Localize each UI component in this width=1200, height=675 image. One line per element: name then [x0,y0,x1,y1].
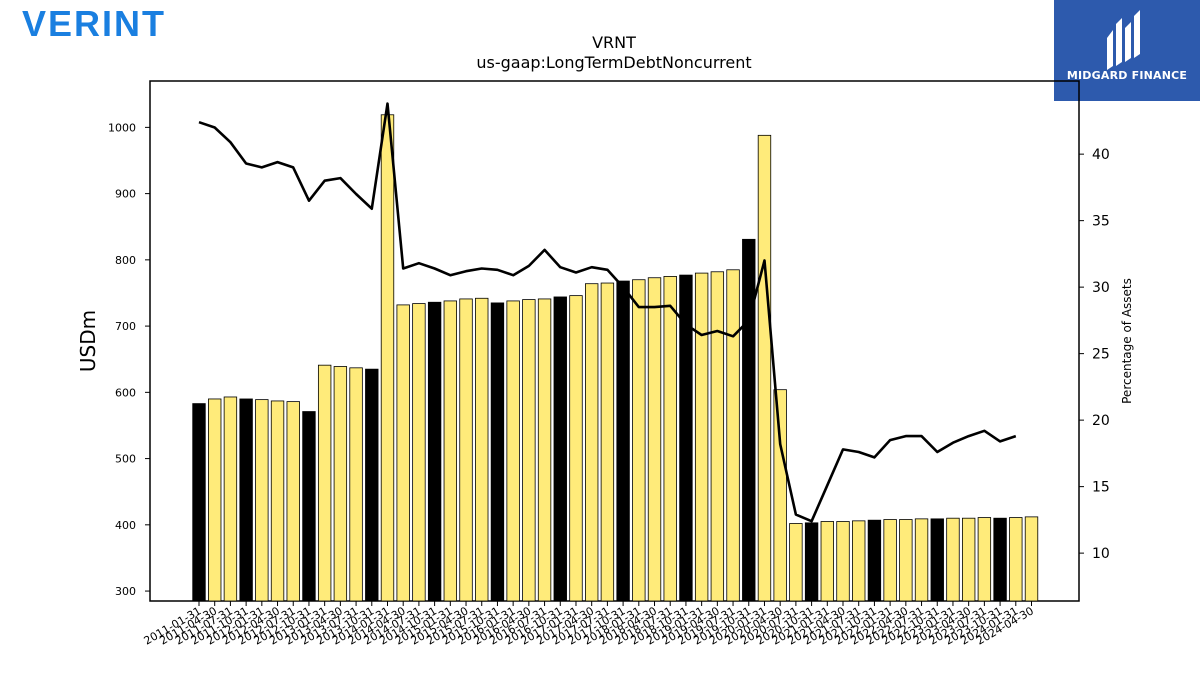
bar [506,300,520,602]
bar [349,367,363,602]
bar [208,398,222,602]
y2-tick-label: 15 [1092,480,1110,496]
y2-tick-label: 40 [1092,147,1110,163]
y-tick-label: 400 [115,519,136,532]
bar [302,411,316,602]
bar [694,272,709,602]
line-series [198,102,1017,523]
bar [365,368,379,602]
y2-tick-label: 30 [1092,280,1110,296]
bar [239,398,253,602]
bar [443,300,458,602]
bar [286,401,300,602]
bar [742,238,756,602]
verint-logo: VERINT [22,3,167,44]
bar [585,283,599,602]
percentage-line [198,102,1017,523]
y-tick-label: 1000 [108,121,136,134]
bar [914,518,929,602]
bar [616,280,630,602]
bar [852,520,866,602]
bar [223,396,238,602]
bar [977,517,992,602]
bar [333,366,348,602]
bar [569,295,583,602]
y-tick-label: 600 [115,386,136,399]
bar [600,282,615,602]
x-axis: 2011-01-312011-04-302011-07-312011-10-31… [142,601,1036,648]
bar [475,297,489,602]
y2-tick-label: 10 [1092,546,1110,562]
bar [930,518,944,602]
bar-series [192,114,1039,602]
plot-area [149,80,1080,602]
bar [396,304,410,602]
left-axis: 300 400 500 600 700 800 900 1000 [108,121,150,598]
midgard-finance-badge: MIDGARD FINANCE [1054,0,1200,101]
bar [789,523,803,602]
bar [412,303,426,602]
y-tick-label: 700 [115,320,136,333]
right-axis: 10 15 20 25 30 35 40 [1079,147,1110,562]
bar [270,400,285,602]
bar [427,301,442,602]
bar [773,389,787,602]
plot-frame [149,80,1080,602]
badge-text: MIDGARD FINANCE [1066,69,1188,82]
bar [710,271,725,602]
bar [836,521,850,602]
bar [883,519,897,602]
chart-title: VRNT [592,33,636,52]
bar [757,134,772,602]
bar [1024,516,1039,602]
y2-tick-label: 20 [1092,413,1110,429]
bar [663,276,677,602]
y-tick-label: 800 [115,254,136,267]
bar [1009,517,1023,602]
y-tick-label: 900 [115,188,136,201]
bar [993,517,1007,602]
y2-axis-label: Percentage of Assets [1120,278,1134,404]
bar [192,403,206,602]
bar [490,302,505,602]
bar [726,269,740,602]
chart-subtitle: us-gaap:LongTermDebtNoncurrent [476,53,751,72]
bar [867,519,882,602]
bar [632,279,646,602]
bar [380,114,395,602]
bar [553,296,567,602]
y-tick-label: 500 [115,453,136,466]
bar [946,517,960,602]
y2-tick-label: 25 [1092,347,1110,363]
bar [647,277,662,602]
bar [899,519,913,602]
y-axis-label: USDm [76,310,100,372]
bar [820,521,834,602]
bar [804,522,819,602]
bar [537,298,552,602]
y-tick-label: 300 [115,585,136,598]
bar [459,298,473,602]
bar [317,364,332,602]
midgard-finance-logo-icon [1107,10,1140,70]
bar [255,399,269,602]
bar [522,299,536,602]
y2-tick-label: 35 [1092,214,1110,230]
bar [961,517,976,602]
